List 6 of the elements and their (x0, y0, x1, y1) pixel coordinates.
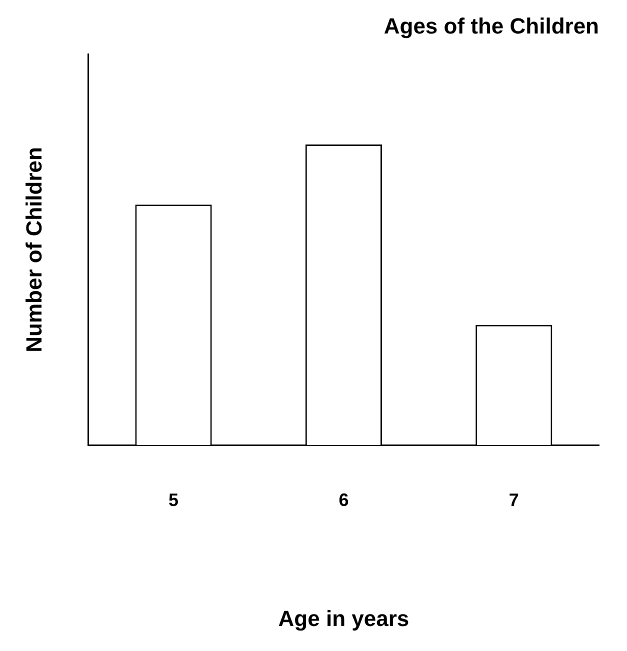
y-axis-title: Number of Children (21, 147, 46, 352)
x-tick-label: 7 (508, 490, 519, 510)
chart-title: Ages of the Children (384, 13, 599, 38)
x-axis-title: Age in years (278, 606, 410, 631)
x-tick-label: 6 (338, 490, 349, 510)
x-tick-label: 5 (168, 490, 179, 510)
